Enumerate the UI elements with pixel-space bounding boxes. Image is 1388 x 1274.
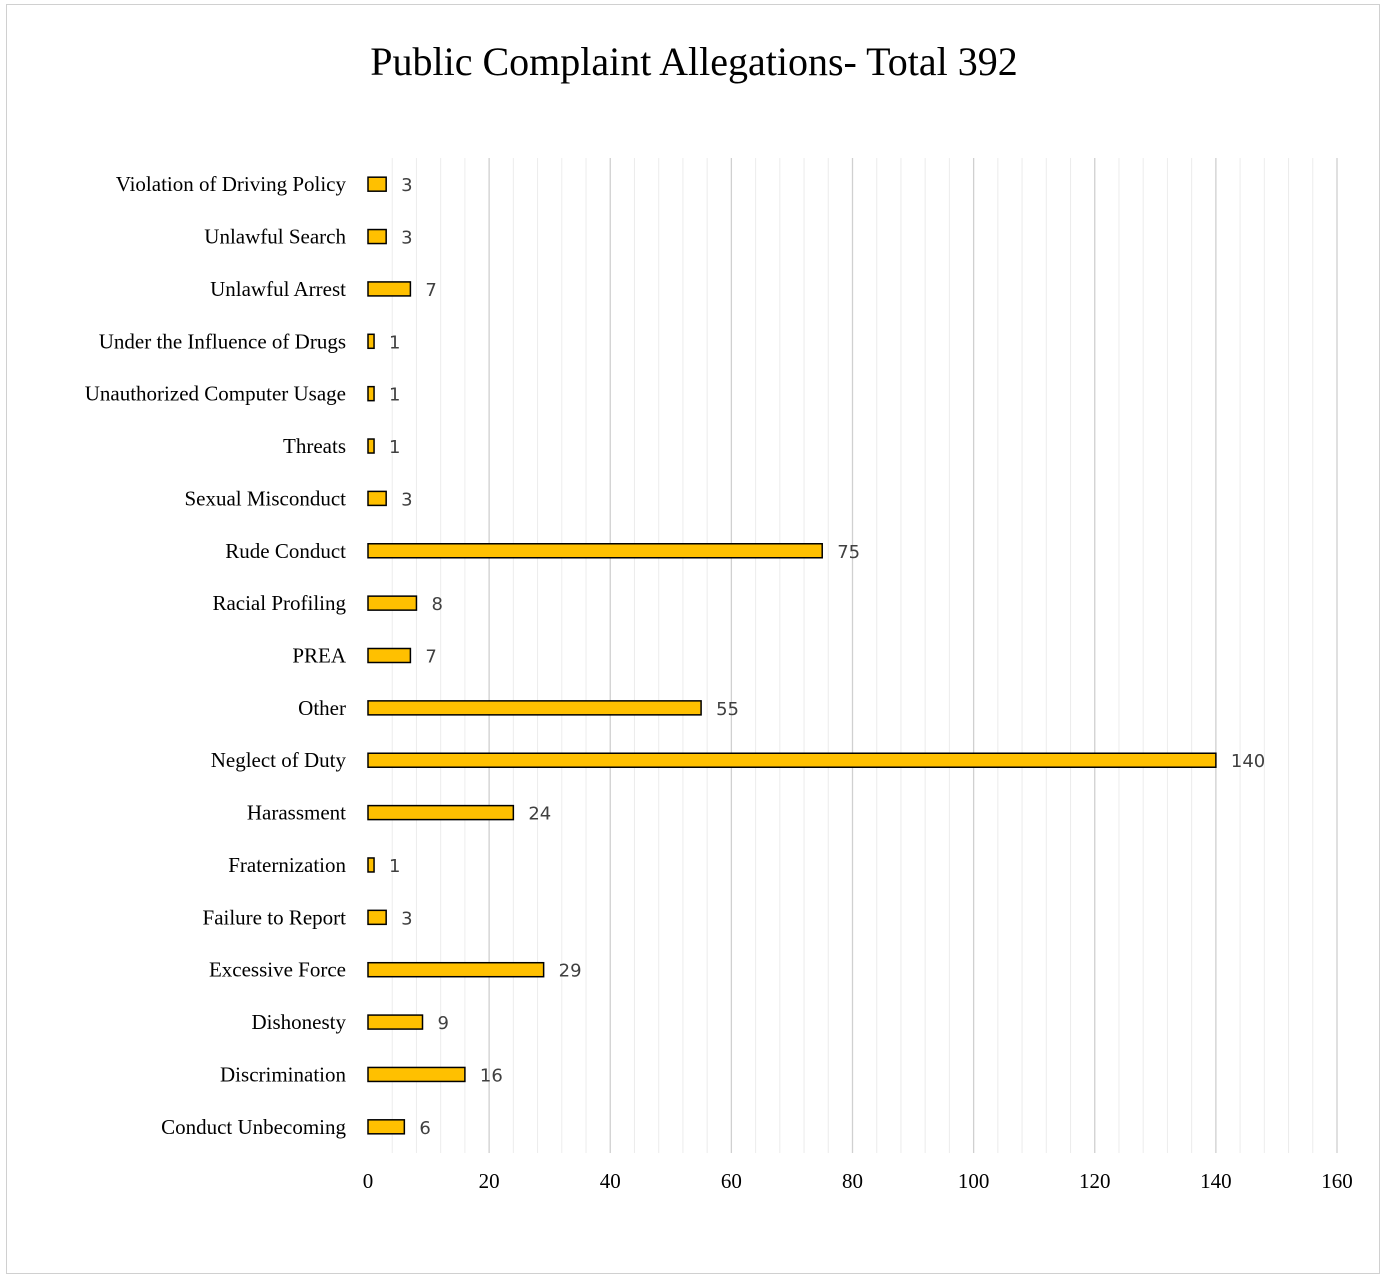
x-tick-label: 140 [1200, 1169, 1232, 1193]
bar [367, 228, 387, 245]
data-label: 24 [528, 804, 551, 825]
category-label: Unauthorized Computer Usage [85, 382, 346, 406]
data-label: 140 [1231, 751, 1265, 772]
bar [367, 281, 412, 297]
x-tick-label: 60 [721, 1169, 742, 1193]
category-label: Violation of Driving Policy [116, 172, 347, 196]
bar [367, 543, 823, 559]
x-tick-label: 120 [1079, 1169, 1111, 1193]
category-labels: Violation of Driving Policy Unlawful Sear… [85, 172, 347, 1139]
data-label: 7 [425, 280, 436, 301]
bar [367, 1119, 406, 1135]
gridlines [391, 158, 1338, 1153]
bar [367, 909, 387, 926]
bars [367, 176, 1217, 1135]
bar [367, 1014, 424, 1030]
data-label: 1 [389, 385, 400, 406]
data-label: 3 [401, 908, 412, 929]
bar [367, 700, 702, 716]
data-label: 29 [559, 961, 582, 982]
bar [367, 333, 375, 350]
x-tick-label: 160 [1321, 1169, 1353, 1193]
data-label: 3 [401, 228, 412, 249]
category-label: Sexual Misconduct [184, 486, 346, 510]
category-label: Fraternization [228, 853, 346, 877]
category-label: Failure to Report [203, 905, 347, 929]
bar [367, 385, 375, 402]
chart-frame [6, 4, 1380, 1274]
bar [367, 490, 387, 507]
bar [367, 438, 375, 454]
bar [367, 752, 1217, 768]
data-label: 1 [389, 437, 400, 458]
bar [367, 804, 515, 821]
data-label: 55 [716, 699, 739, 720]
data-label: 8 [431, 594, 442, 615]
category-label: Neglect of Duty [211, 748, 347, 772]
data-label: 1 [389, 332, 400, 353]
x-tick-label: 0 [363, 1169, 374, 1193]
category-label: Other [298, 696, 346, 720]
bar [367, 176, 387, 192]
category-label: Under the Influence of Drugs [99, 329, 346, 353]
bar [367, 647, 412, 664]
x-tick-label: 80 [842, 1169, 863, 1193]
data-label: 1 [389, 856, 400, 877]
category-label: PREA [292, 644, 347, 668]
bar [367, 1066, 466, 1083]
data-label: 3 [401, 175, 412, 196]
category-label: Racial Profiling [212, 591, 346, 615]
x-tick-label: 40 [600, 1169, 621, 1193]
bar [367, 857, 375, 873]
category-label: Excessive Force [209, 958, 346, 982]
data-label: 16 [480, 1065, 503, 1086]
data-label: 3 [401, 489, 412, 510]
bar [367, 595, 418, 611]
category-label: Unlawful Search [204, 225, 346, 249]
chart-title: Public Complaint Allegations- Total 392 [370, 39, 1018, 84]
category-label: Conduct Unbecoming [161, 1115, 346, 1139]
category-label: Unlawful Arrest [210, 277, 346, 301]
category-label: Rude Conduct [225, 539, 346, 563]
data-label: 6 [419, 1118, 430, 1139]
category-label: Dishonesty [252, 1010, 347, 1034]
x-tick-label: 20 [479, 1169, 500, 1193]
x-axis-tick-labels: 0 20 40 60 80 100 120 140 160 [363, 1169, 1353, 1193]
category-label: Harassment [247, 801, 346, 825]
x-tick-label: 100 [958, 1169, 990, 1193]
category-label: Threats [283, 434, 346, 458]
data-label: 9 [438, 1013, 449, 1034]
category-label: Discrimination [220, 1062, 346, 1086]
data-label: 75 [837, 542, 860, 563]
bar [367, 961, 545, 978]
data-label: 7 [425, 647, 436, 668]
